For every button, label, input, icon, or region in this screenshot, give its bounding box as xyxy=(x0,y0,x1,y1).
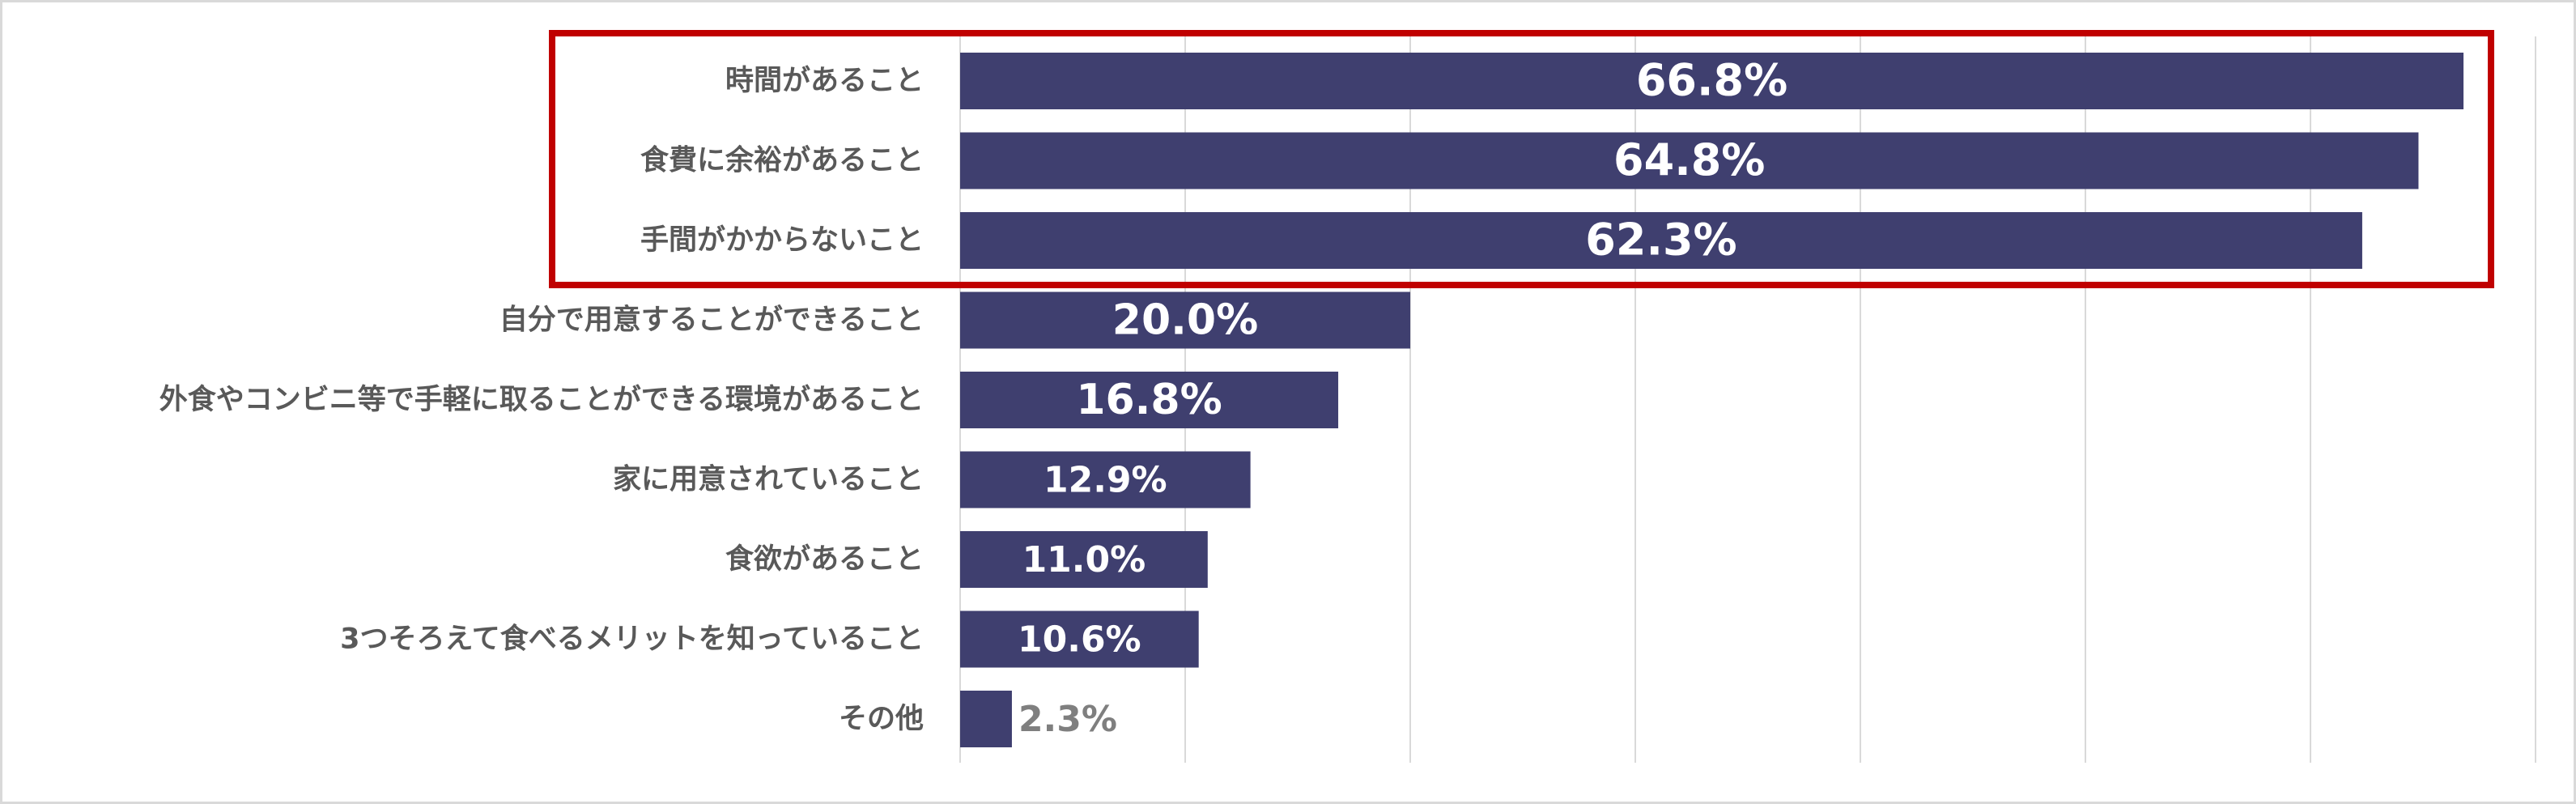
bar xyxy=(960,451,1251,508)
value-label: 66.8% xyxy=(1636,55,1787,106)
value-label: 10.6% xyxy=(1018,619,1141,661)
category-label: その他 xyxy=(839,703,924,735)
category-label: 食欲があること xyxy=(725,542,924,576)
value-label: 12.9% xyxy=(1044,460,1167,501)
bar xyxy=(960,291,1410,349)
value-label: 16.8% xyxy=(1076,376,1222,424)
category-label: 手間がかからないこと xyxy=(640,224,924,257)
category-label: 時間があること xyxy=(725,65,924,97)
value-label: 64.8% xyxy=(1613,134,1765,185)
value-label: 20.0% xyxy=(1112,296,1258,345)
bar xyxy=(960,212,2362,269)
category-label: 外食やコンビニ等で手軽に取ることができる環境があること xyxy=(159,383,924,416)
bar-layer xyxy=(960,53,2464,747)
category-label: 食費に余裕があること xyxy=(640,144,924,177)
bar xyxy=(960,691,1012,747)
bar xyxy=(960,132,2419,189)
category-label: 自分で用意することができること xyxy=(499,304,924,337)
bar xyxy=(960,53,2464,109)
value-label: 2.3% xyxy=(1018,699,1117,740)
bar xyxy=(960,372,1339,428)
bar xyxy=(960,610,1199,668)
value-label: 62.3% xyxy=(1585,215,1736,266)
category-label-layer: 時間があること食費に余裕があること手間がかからないこと自分で用意することができる… xyxy=(159,65,924,735)
value-label-layer: 66.8% 64.8% 62.3% 20.0% 16.8% 12.9% 11.0% 10.6%… xyxy=(1018,55,1787,740)
highlight-box xyxy=(549,30,2494,288)
value-label: 11.0% xyxy=(1022,539,1146,581)
category-label: 家に用意されていること xyxy=(613,464,924,496)
category-label: 3つそろえて食べるメリットを知っていること xyxy=(340,623,924,656)
bar xyxy=(960,531,1208,588)
